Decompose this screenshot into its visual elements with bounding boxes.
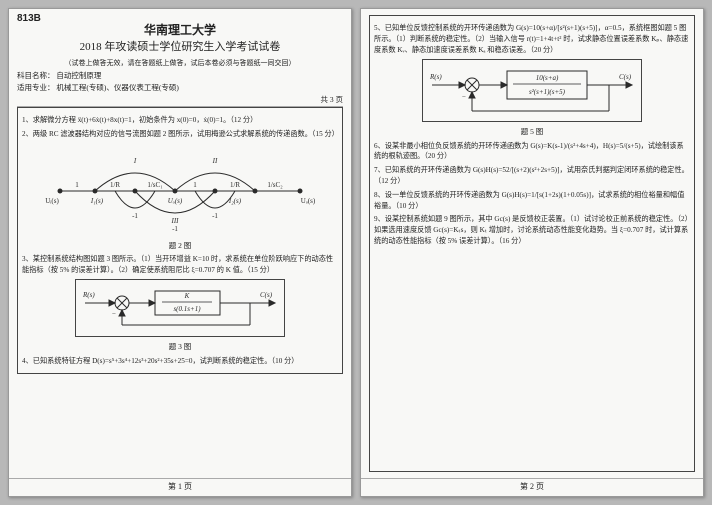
major-line: 适用专业： 机械工程(专硕)、仪器仪表工程(专硕) xyxy=(17,82,343,93)
question-2: 2、两级 RC 滤波器结构对应的信号流图如题 2 图所示，试用梅逊公式求解系统的… xyxy=(22,129,338,140)
svg-text:1/R: 1/R xyxy=(230,181,240,189)
page-2: 5、已知单位反馈控制系统的开环传递函数为 G(s)=10(s+α)/[s²(s+… xyxy=(360,8,704,497)
fig3-tf-num: K xyxy=(184,292,190,300)
page-2-footer: 第 2 页 xyxy=(361,478,703,492)
question-1: 1、求解微分方程 ẍ(t)+6ẋ(t)+8x(t)=1，初始条件为 x(0)=0… xyxy=(22,115,338,126)
fig3-in: R(s) xyxy=(82,291,95,299)
svg-text:I: I xyxy=(133,157,137,165)
exam-body-1: 1、求解微分方程 ẍ(t)+6ẋ(t)+8x(t)=1，初始条件为 x(0)=0… xyxy=(17,107,343,374)
svg-text:-1: -1 xyxy=(212,212,218,220)
major-label: 适用专业： xyxy=(17,83,55,92)
major: 机械工程(专硕)、仪器仪表工程(专硕) xyxy=(56,83,179,92)
svg-text:1: 1 xyxy=(193,181,197,189)
fig3-tf-den: s(0.1s+1) xyxy=(173,305,201,313)
exam-code: 813B xyxy=(17,13,41,24)
svg-text:II: II xyxy=(212,157,218,165)
exam-body-2: 5、已知单位反馈控制系统的开环传递函数为 G(s)=10(s+α)/[s²(s+… xyxy=(369,15,695,472)
question-3: 3、某控制系统结构图如题 3 图所示。（1）当开环增益 K=10 时，求系统在单… xyxy=(22,254,338,276)
fig5-in: R(s) xyxy=(429,73,442,81)
figure-3-label: 题 3 图 xyxy=(22,341,338,352)
svg-text:1: 1 xyxy=(75,181,79,189)
question-6: 6、设某非最小相位负反馈系统的开环传递函数为 G(s)=K(s-1)/(s²+4… xyxy=(374,141,690,163)
fig5-num: 10(s+a) xyxy=(536,74,559,82)
svg-text:I₂(s): I₂(s) xyxy=(228,197,242,205)
header: 华南理工大学 2018 年攻读硕士学位研究生入学考试试卷 xyxy=(17,21,343,54)
exam-note: （试卷上做答无效，请在答题纸上做答，试后本卷必须与答题纸一同交回） xyxy=(17,58,343,68)
svg-text:1/sC₂: 1/sC₂ xyxy=(267,181,283,189)
svg-text:I₁(s): I₁(s) xyxy=(90,197,104,205)
figure-3-box: R(s) C(s) K s(0.1s+1) − xyxy=(75,279,285,337)
svg-text:1/sC₁: 1/sC₁ xyxy=(147,181,162,189)
university-name: 华南理工大学 xyxy=(17,21,343,38)
question-5: 5、已知单位反馈控制系统的开环传递函数为 G(s)=10(s+α)/[s²(s+… xyxy=(374,23,690,55)
fig5-out: C(s) xyxy=(619,73,632,81)
page-1-footer: 第 1 页 xyxy=(9,478,351,492)
svg-text:-1: -1 xyxy=(172,225,178,233)
svg-text:III: III xyxy=(171,217,180,225)
page-1: 813B 华南理工大学 2018 年攻读硕士学位研究生入学考试试卷 （试卷上做答… xyxy=(8,8,352,497)
svg-text:−: − xyxy=(112,310,116,318)
figure-2-label: 题 2 图 xyxy=(22,240,338,251)
fig2-uout: Uₒ(s) xyxy=(301,197,316,205)
svg-text:−: − xyxy=(462,93,466,101)
svg-text:Uₒ(s): Uₒ(s) xyxy=(168,197,183,205)
figure-5-label: 题 5 图 xyxy=(374,126,690,137)
question-4: 4、已知系统特征方程 D(s)=s⁵+3s⁴+12s³+20s²+35s+25=… xyxy=(22,356,338,367)
subject: 自动控制原理 xyxy=(56,71,101,80)
question-7: 7、已知系统的开环传递函数为 G(s)H(s)=52/[(s+2)(s²+2s+… xyxy=(374,165,690,187)
page-count: 共 3 页 xyxy=(17,94,343,107)
figure-2-svg: Uᵢ(s) Uₒ(s) 1 1/R 1/sC₁ 1 1/R 1/sC₂ I II -1… xyxy=(40,143,320,238)
subject-label: 科目名称： xyxy=(17,71,55,80)
question-8: 8、设一单位反馈系统的开环传递函数为 G(s)H(s)=1/[s(1+2s)(1… xyxy=(374,190,690,212)
exam-title: 2018 年攻读硕士学位研究生入学考试试卷 xyxy=(17,38,343,54)
fig2-uin: Uᵢ(s) xyxy=(45,197,59,205)
fig3-out: C(s) xyxy=(260,291,273,299)
fig5-den: s²(s+1)(s+5) xyxy=(529,88,566,96)
svg-text:1/R: 1/R xyxy=(110,181,120,189)
question-9: 9、设某控制系统如题 9 图所示，其中 Gc(s) 是反馈校正装置。（1）试讨论… xyxy=(374,214,690,246)
subject-line: 科目名称： 自动控制原理 xyxy=(17,70,343,81)
figure-5-svg: R(s) C(s) 10(s+a) s²(s+1)(s+5) − xyxy=(427,63,637,118)
figure-3-svg: R(s) C(s) K s(0.1s+1) − xyxy=(80,283,280,333)
figure-5-box: R(s) C(s) 10(s+a) s²(s+1)(s+5) − xyxy=(422,59,642,122)
svg-text:-1: -1 xyxy=(132,212,138,220)
